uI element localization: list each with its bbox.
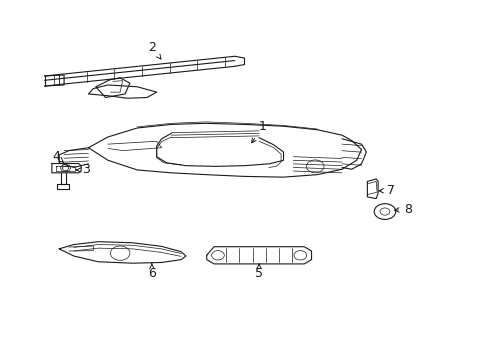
- Text: 7: 7: [378, 184, 394, 197]
- Text: 6: 6: [147, 264, 156, 280]
- Text: 2: 2: [147, 41, 161, 59]
- Text: 5: 5: [255, 264, 263, 280]
- Text: 8: 8: [394, 203, 411, 216]
- Text: 4: 4: [53, 150, 63, 163]
- Text: 3: 3: [76, 163, 90, 176]
- Text: 1: 1: [251, 121, 266, 143]
